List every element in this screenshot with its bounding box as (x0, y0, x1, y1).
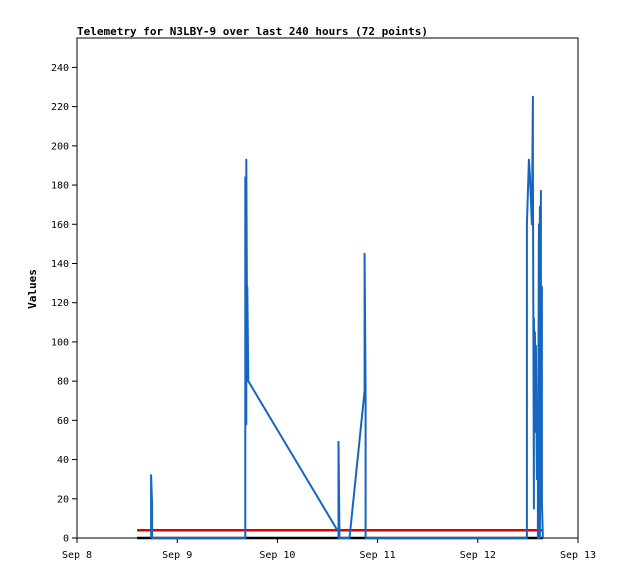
x-tick-label-2: Sep 10 (259, 550, 295, 561)
chart-title: Telemetry for N3LBY-9 over last 240 hour… (77, 25, 428, 38)
x-tick-label-3: Sep 11 (360, 550, 396, 561)
y-tick-label-6: 120 (51, 298, 69, 309)
y-tick-label-4: 80 (57, 377, 69, 388)
series-line-0 (150, 95, 544, 539)
y-tick-label-1: 20 (57, 494, 69, 505)
y-axis: 0 20 40 60 80 100 120 140 160 180 200 220 240 (51, 63, 77, 545)
y-tick-label-3: 60 (57, 416, 69, 427)
y-tick-label-5: 100 (51, 337, 69, 348)
x-axis: Sep 8 Sep 9 Sep 10 Sep 11 Sep 12 Sep 13 (62, 538, 596, 561)
y-tick-label-9: 180 (51, 181, 69, 192)
x-tick-label-1: Sep 9 (162, 550, 192, 561)
x-tick-label-5: Sep 13 (560, 550, 596, 561)
y-tick-label-12: 240 (51, 63, 69, 74)
series-layer (137, 95, 544, 540)
y-axis-label: Values (26, 269, 39, 309)
y-tick-label-2: 40 (57, 455, 69, 466)
y-tick-label-7: 140 (51, 259, 69, 270)
y-tick-label-8: 160 (51, 220, 69, 231)
y-tick-label-0: 0 (63, 534, 69, 545)
y-tick-label-11: 220 (51, 102, 69, 113)
x-tick-label-4: Sep 12 (460, 550, 496, 561)
plot-frame (76, 37, 579, 539)
y-tick-label-10: 200 (51, 141, 69, 152)
x-tick-label-0: Sep 8 (62, 550, 92, 561)
